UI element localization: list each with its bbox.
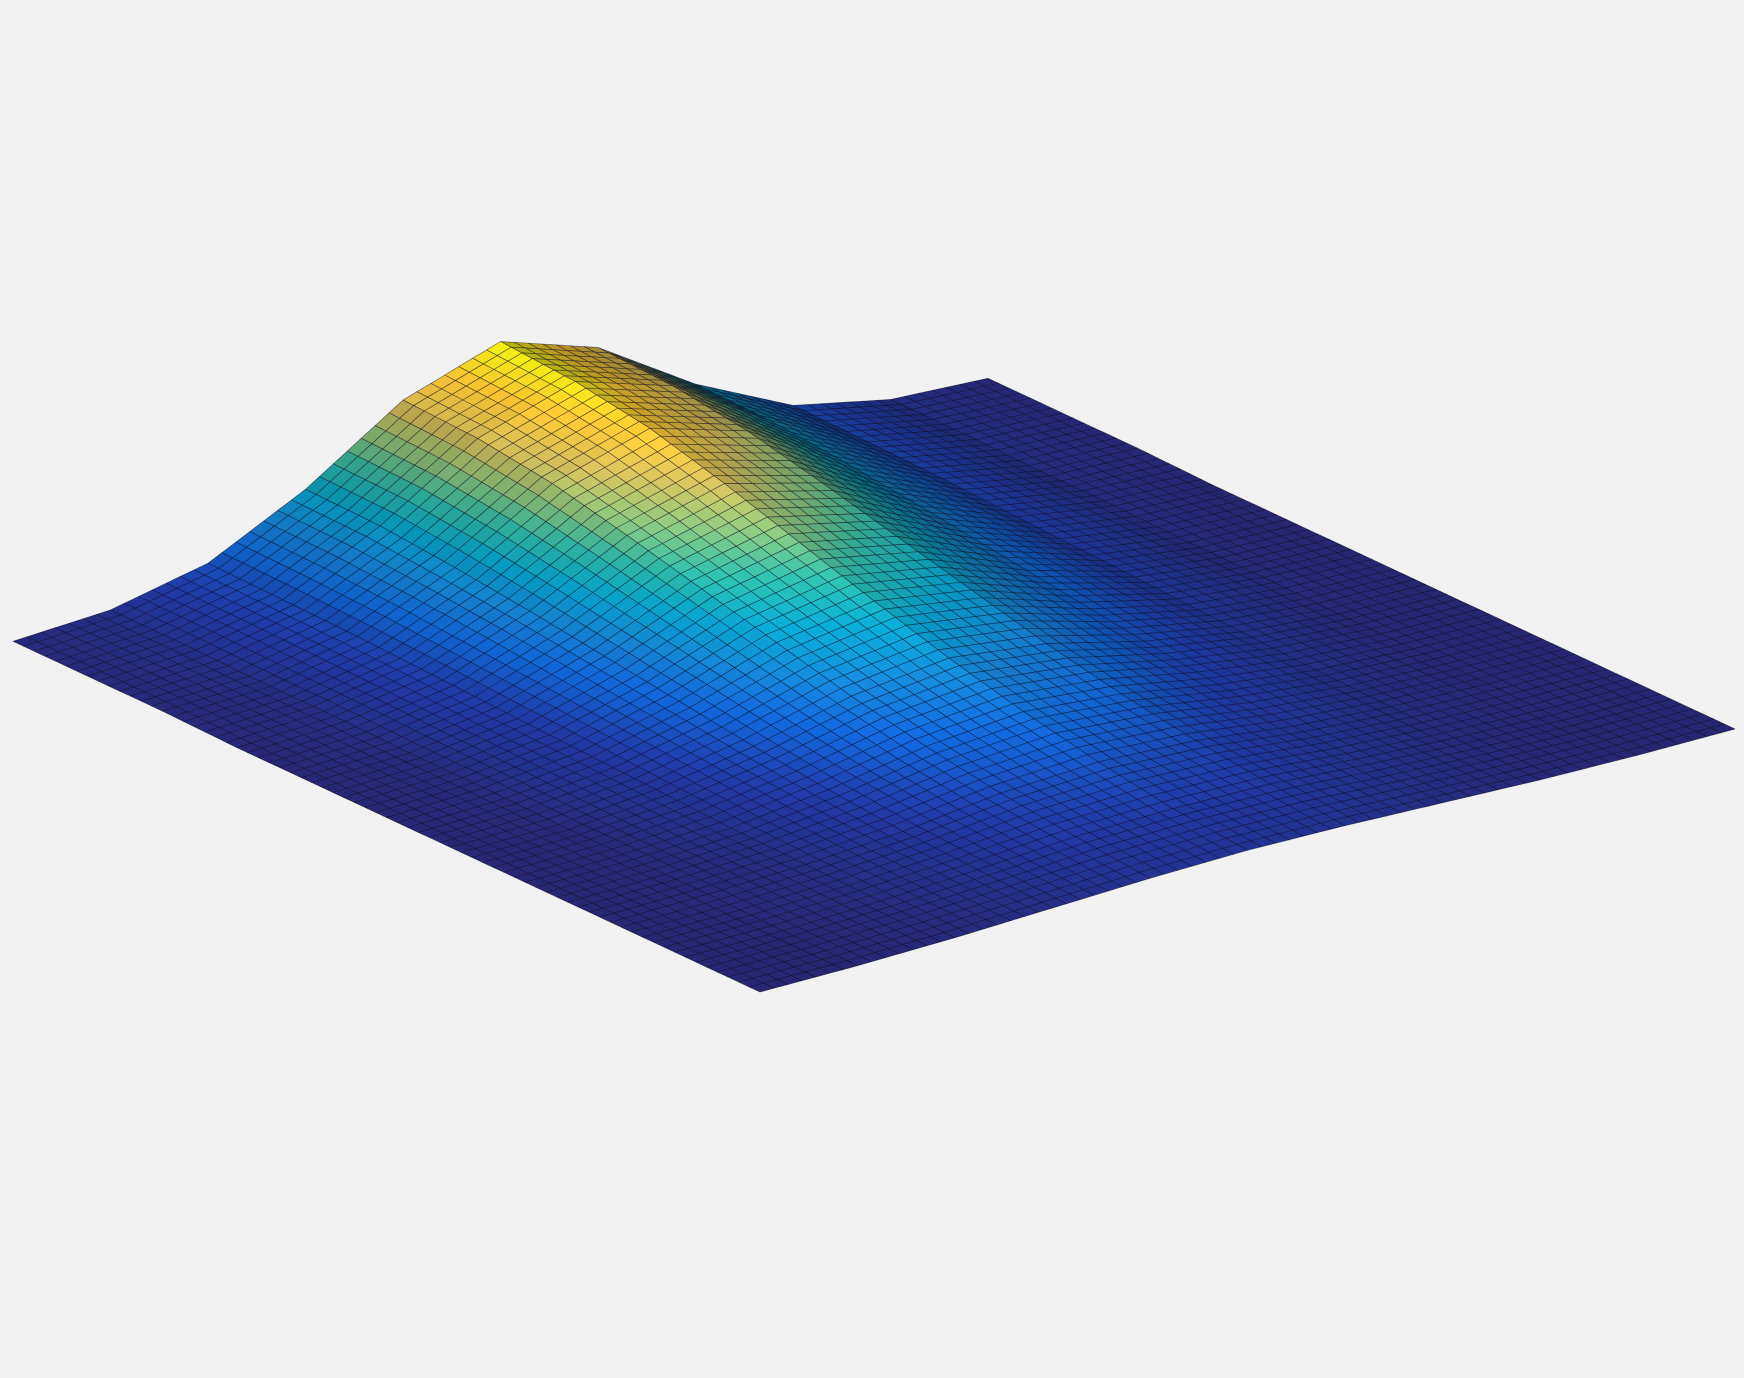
surface [12,341,1736,993]
